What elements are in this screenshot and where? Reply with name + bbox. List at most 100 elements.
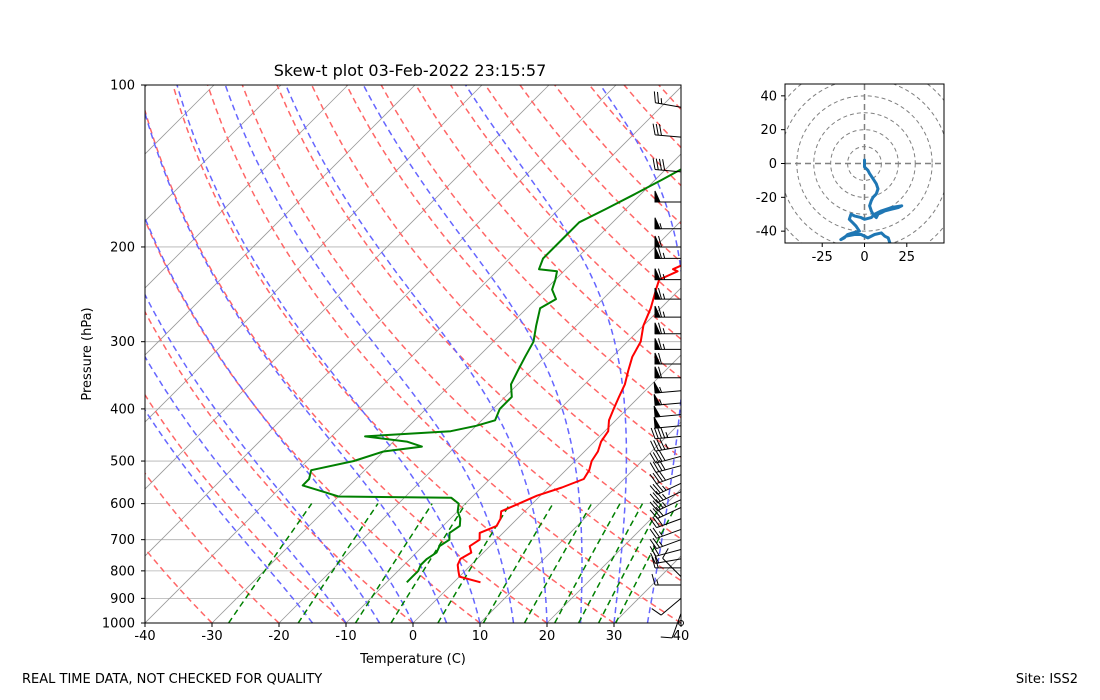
isotherm-line	[145, 85, 416, 356]
barb-full	[649, 485, 658, 495]
isotherm-line	[145, 85, 483, 423]
barb-full	[649, 538, 657, 549]
barb-full	[652, 483, 661, 494]
barb-flag	[654, 287, 661, 300]
isotherm-line	[0, 85, 80, 623]
x-tick-label: 40	[673, 629, 690, 644]
mixing-ratio-line	[390, 503, 467, 623]
hodo-y-tick-label: 0	[769, 157, 777, 172]
barb-full	[652, 500, 661, 510]
moist-adiabat	[145, 216, 414, 623]
sounding-profiles	[301, 168, 681, 584]
barb-full	[651, 573, 656, 586]
barb-full	[652, 123, 656, 135]
barb-shaft	[671, 613, 682, 639]
dewpoint-profile	[301, 168, 681, 584]
barb-half	[662, 343, 666, 350]
hodo-y-tick-label: -40	[756, 225, 777, 240]
dry-adiabat	[172, 85, 615, 623]
isotherm-line	[278, 220, 681, 623]
barb-shaft	[655, 548, 682, 557]
barb-flag	[654, 366, 661, 379]
barb-full	[660, 636, 673, 639]
barb-full	[658, 366, 662, 378]
wind-barb	[654, 247, 681, 259]
barb-flag	[653, 381, 661, 394]
hodo-x-tick-label: 0	[860, 250, 868, 265]
dry-adiabat	[311, 85, 681, 499]
barb-half	[662, 311, 666, 318]
hodo-y-tick-label: 20	[760, 123, 777, 138]
barb-shaft	[657, 491, 682, 504]
barb-half	[659, 223, 662, 229]
wind-barb	[651, 573, 681, 586]
barb-flag	[654, 235, 661, 248]
dry-adiabat	[694, 85, 1100, 623]
x-tick-label: 20	[539, 629, 556, 644]
x-tick-label: -30	[201, 629, 222, 644]
barb-shaft	[656, 474, 682, 485]
y-tick-label: 700	[110, 533, 135, 548]
barb-full	[655, 482, 664, 492]
barb-full	[655, 471, 663, 482]
barb-full	[649, 528, 657, 539]
wind-barb	[649, 527, 682, 539]
barb-full	[659, 438, 666, 450]
barb-shaft	[655, 446, 682, 452]
moist-adiabat	[224, 85, 515, 623]
barb-full	[654, 556, 659, 569]
barb-full	[652, 492, 661, 502]
barb-full	[649, 509, 658, 519]
wind-barb	[651, 597, 682, 616]
wind-barb	[678, 620, 684, 626]
barb-full	[650, 440, 656, 452]
hodograph-line	[839, 158, 904, 243]
moist-adiabat	[464, 85, 628, 623]
isotherm-line	[211, 153, 681, 623]
barb-full	[653, 91, 656, 103]
barb-half	[658, 541, 663, 547]
wind-barb	[653, 91, 682, 108]
y-tick-label: 1000	[102, 617, 135, 632]
y-tick-label: 800	[110, 564, 135, 579]
hodo-x-tick-label: 25	[899, 250, 916, 265]
barb-flag	[654, 247, 661, 259]
barb-full	[649, 501, 658, 512]
isotherm-line	[613, 555, 681, 623]
barb-shaft	[657, 507, 682, 519]
isotherm-line	[145, 85, 617, 557]
barb-shaft	[656, 518, 682, 529]
barb-full	[658, 268, 662, 280]
dry-adiabat	[145, 218, 481, 623]
barb-half	[656, 579, 659, 586]
dry-adiabat	[145, 547, 213, 623]
wind-barb	[649, 498, 682, 512]
dry-adiabat	[728, 85, 1100, 623]
dry-adiabat	[276, 85, 681, 540]
wind-barb	[652, 123, 682, 138]
wind-barb	[654, 338, 681, 350]
barb-full	[652, 158, 656, 170]
chart-title: Skew-t plot 03-Feb-2022 23:15:57	[274, 61, 547, 80]
isotherm-line	[145, 85, 550, 490]
wind-barb	[649, 482, 682, 495]
isotherm-line	[748, 85, 1100, 623]
isotherm-line	[345, 287, 681, 623]
wind-barb	[654, 287, 681, 300]
x-tick-label: -40	[134, 629, 155, 644]
y-tick-label: 500	[110, 455, 135, 470]
barb-shaft	[657, 499, 682, 512]
barb-full	[652, 545, 660, 556]
moist-adiabat	[145, 110, 448, 623]
barb-full	[649, 493, 658, 503]
dry-adiabat	[554, 85, 681, 225]
isotherm-line	[145, 86, 681, 623]
barb-shaft	[655, 134, 682, 138]
x-axis-label: Temperature (C)	[359, 652, 466, 667]
isotherm-line	[0, 85, 13, 623]
barb-full	[660, 426, 666, 439]
y-tick-label: 300	[110, 335, 135, 350]
barb-full	[651, 608, 662, 616]
barb-full	[655, 498, 664, 509]
